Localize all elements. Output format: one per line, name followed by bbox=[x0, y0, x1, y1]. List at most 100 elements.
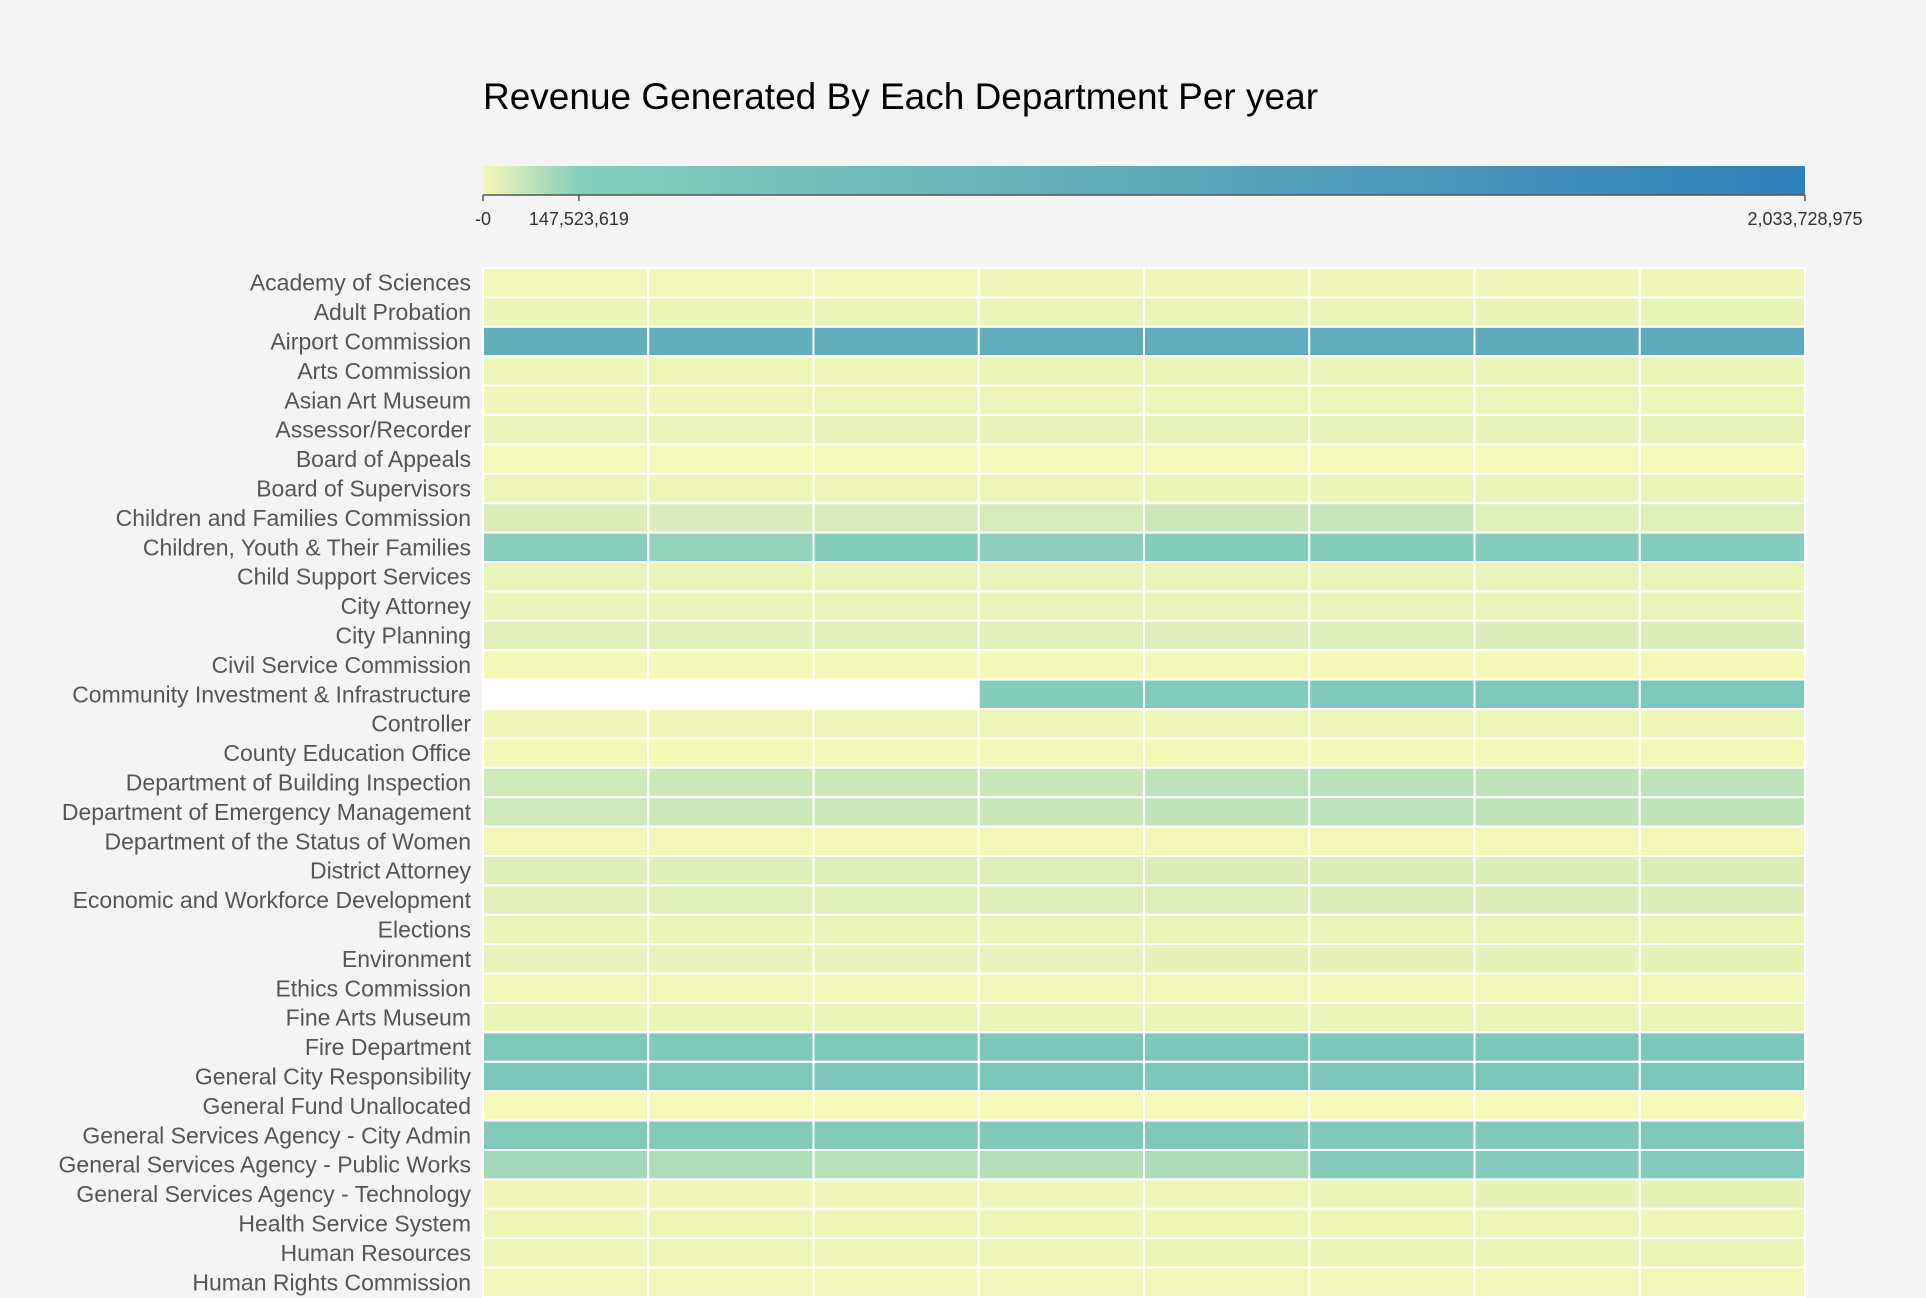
row-label: Elections bbox=[378, 917, 471, 943]
heatmap-cell bbox=[482, 1237, 650, 1269]
heatmap-cell bbox=[1308, 1266, 1476, 1298]
heatmap-cell bbox=[1308, 619, 1476, 652]
heatmap-cell bbox=[1638, 884, 1806, 916]
heatmap-cell bbox=[647, 325, 815, 358]
heatmap-cell bbox=[1473, 884, 1641, 916]
row-label: Human Resources bbox=[281, 1240, 471, 1266]
heatmap-cell bbox=[812, 913, 980, 946]
heatmap-cell bbox=[1638, 355, 1806, 387]
row-label: General Services Agency - City Admin bbox=[82, 1122, 471, 1148]
heatmap-cell bbox=[1308, 855, 1476, 887]
heatmap-cell bbox=[647, 384, 815, 417]
row-label: General Services Agency - Public Works bbox=[59, 1152, 471, 1178]
heatmap-cell bbox=[812, 766, 980, 799]
heatmap-cell bbox=[482, 1090, 650, 1122]
heatmap-cell bbox=[977, 913, 1145, 946]
heatmap-cell bbox=[482, 267, 650, 299]
heatmap-cell bbox=[1638, 590, 1806, 622]
heatmap-cell bbox=[1143, 796, 1311, 828]
legend-tick-label: 2,033,728,975 bbox=[1747, 209, 1862, 229]
heatmap-cell bbox=[647, 267, 815, 299]
heatmap-cell bbox=[1473, 1119, 1641, 1151]
heatmap-cell bbox=[977, 561, 1145, 593]
heatmap-cell bbox=[1473, 472, 1641, 505]
heatmap-cell bbox=[1143, 855, 1311, 887]
heatmap-cell bbox=[977, 296, 1145, 328]
heatmap-cell bbox=[647, 678, 815, 710]
row-label: Children, Youth & Their Families bbox=[143, 534, 471, 560]
heatmap-cell bbox=[482, 796, 650, 828]
heatmap-cell bbox=[1143, 384, 1311, 417]
heatmap-cell bbox=[812, 649, 980, 681]
heatmap-cell bbox=[1638, 1090, 1806, 1122]
heatmap-cell bbox=[1308, 766, 1476, 799]
legend-tick-label: 147,523,619 bbox=[529, 209, 629, 229]
heatmap-cell bbox=[1473, 561, 1641, 593]
row-label: Department of the Status of Women bbox=[105, 828, 471, 854]
heatmap-cell bbox=[1143, 531, 1311, 563]
heatmap-cell bbox=[812, 325, 980, 358]
row-label: Fine Arts Museum bbox=[286, 1005, 471, 1031]
row-label: District Attorney bbox=[310, 858, 472, 884]
heatmap-cell bbox=[1638, 708, 1806, 740]
heatmap-cell bbox=[1473, 1149, 1641, 1181]
heatmap-cell bbox=[977, 1090, 1145, 1122]
heatmap-cell bbox=[1308, 796, 1476, 828]
heatmap-cells bbox=[482, 267, 1806, 1298]
heatmap-cell bbox=[1143, 619, 1311, 652]
heatmap-cell bbox=[1638, 1031, 1806, 1063]
heatmap-cell bbox=[977, 678, 1145, 710]
heatmap-cell bbox=[1638, 414, 1806, 446]
heatmap-cell bbox=[647, 943, 815, 975]
heatmap-cell bbox=[482, 443, 650, 475]
heatmap-cell bbox=[812, 472, 980, 505]
heatmap-cell bbox=[1143, 502, 1311, 534]
heatmap-cell bbox=[812, 884, 980, 916]
heatmap-cell bbox=[977, 590, 1145, 622]
heatmap-cell bbox=[1638, 825, 1806, 857]
heatmap-cell bbox=[1143, 913, 1311, 946]
heatmap-cell bbox=[482, 972, 650, 1004]
heatmap-cell bbox=[1143, 1207, 1311, 1240]
heatmap-cell bbox=[977, 531, 1145, 563]
heatmap-cell bbox=[647, 472, 815, 505]
heatmap-cell bbox=[977, 267, 1145, 299]
heatmap-cell bbox=[977, 1237, 1145, 1269]
heatmap-cell bbox=[1143, 1119, 1311, 1151]
heatmap-cell bbox=[812, 855, 980, 887]
heatmap-cell bbox=[977, 325, 1145, 358]
heatmap-cell bbox=[482, 766, 650, 799]
heatmap-cell bbox=[977, 796, 1145, 828]
heatmap-cell bbox=[482, 355, 650, 387]
legend-bar bbox=[483, 166, 1805, 195]
heatmap-cell bbox=[482, 913, 650, 946]
heatmap-cell bbox=[1143, 649, 1311, 681]
row-label: Assessor/Recorder bbox=[275, 417, 471, 443]
heatmap-cell bbox=[1143, 472, 1311, 505]
heatmap-cell bbox=[482, 414, 650, 446]
heatmap-cell bbox=[482, 855, 650, 887]
heatmap-cell bbox=[812, 531, 980, 563]
heatmap-cell bbox=[1473, 708, 1641, 740]
row-label: Airport Commission bbox=[270, 329, 471, 355]
row-label: Controller bbox=[371, 711, 471, 737]
heatmap-cell bbox=[1308, 1031, 1476, 1063]
row-label: Human Rights Commission bbox=[192, 1269, 471, 1295]
heatmap-cell bbox=[1473, 943, 1641, 975]
heatmap-cell bbox=[482, 943, 650, 975]
heatmap-cell bbox=[812, 296, 980, 328]
row-label: City Attorney bbox=[341, 593, 472, 619]
heatmap-cell bbox=[1143, 1149, 1311, 1181]
heatmap-cell bbox=[1143, 325, 1311, 358]
heatmap-cell bbox=[1143, 414, 1311, 446]
heatmap-cell bbox=[1638, 384, 1806, 417]
heatmap-cell bbox=[1638, 1266, 1806, 1298]
heatmap-cell bbox=[1638, 796, 1806, 828]
heatmap-cell bbox=[977, 1178, 1145, 1210]
heatmap-cell bbox=[812, 972, 980, 1004]
heatmap-cell bbox=[977, 1031, 1145, 1063]
heatmap-cell bbox=[977, 1266, 1145, 1298]
heatmap-cell bbox=[1308, 561, 1476, 593]
heatmap-cell bbox=[647, 1031, 815, 1063]
heatmap-cell bbox=[1308, 1237, 1476, 1269]
